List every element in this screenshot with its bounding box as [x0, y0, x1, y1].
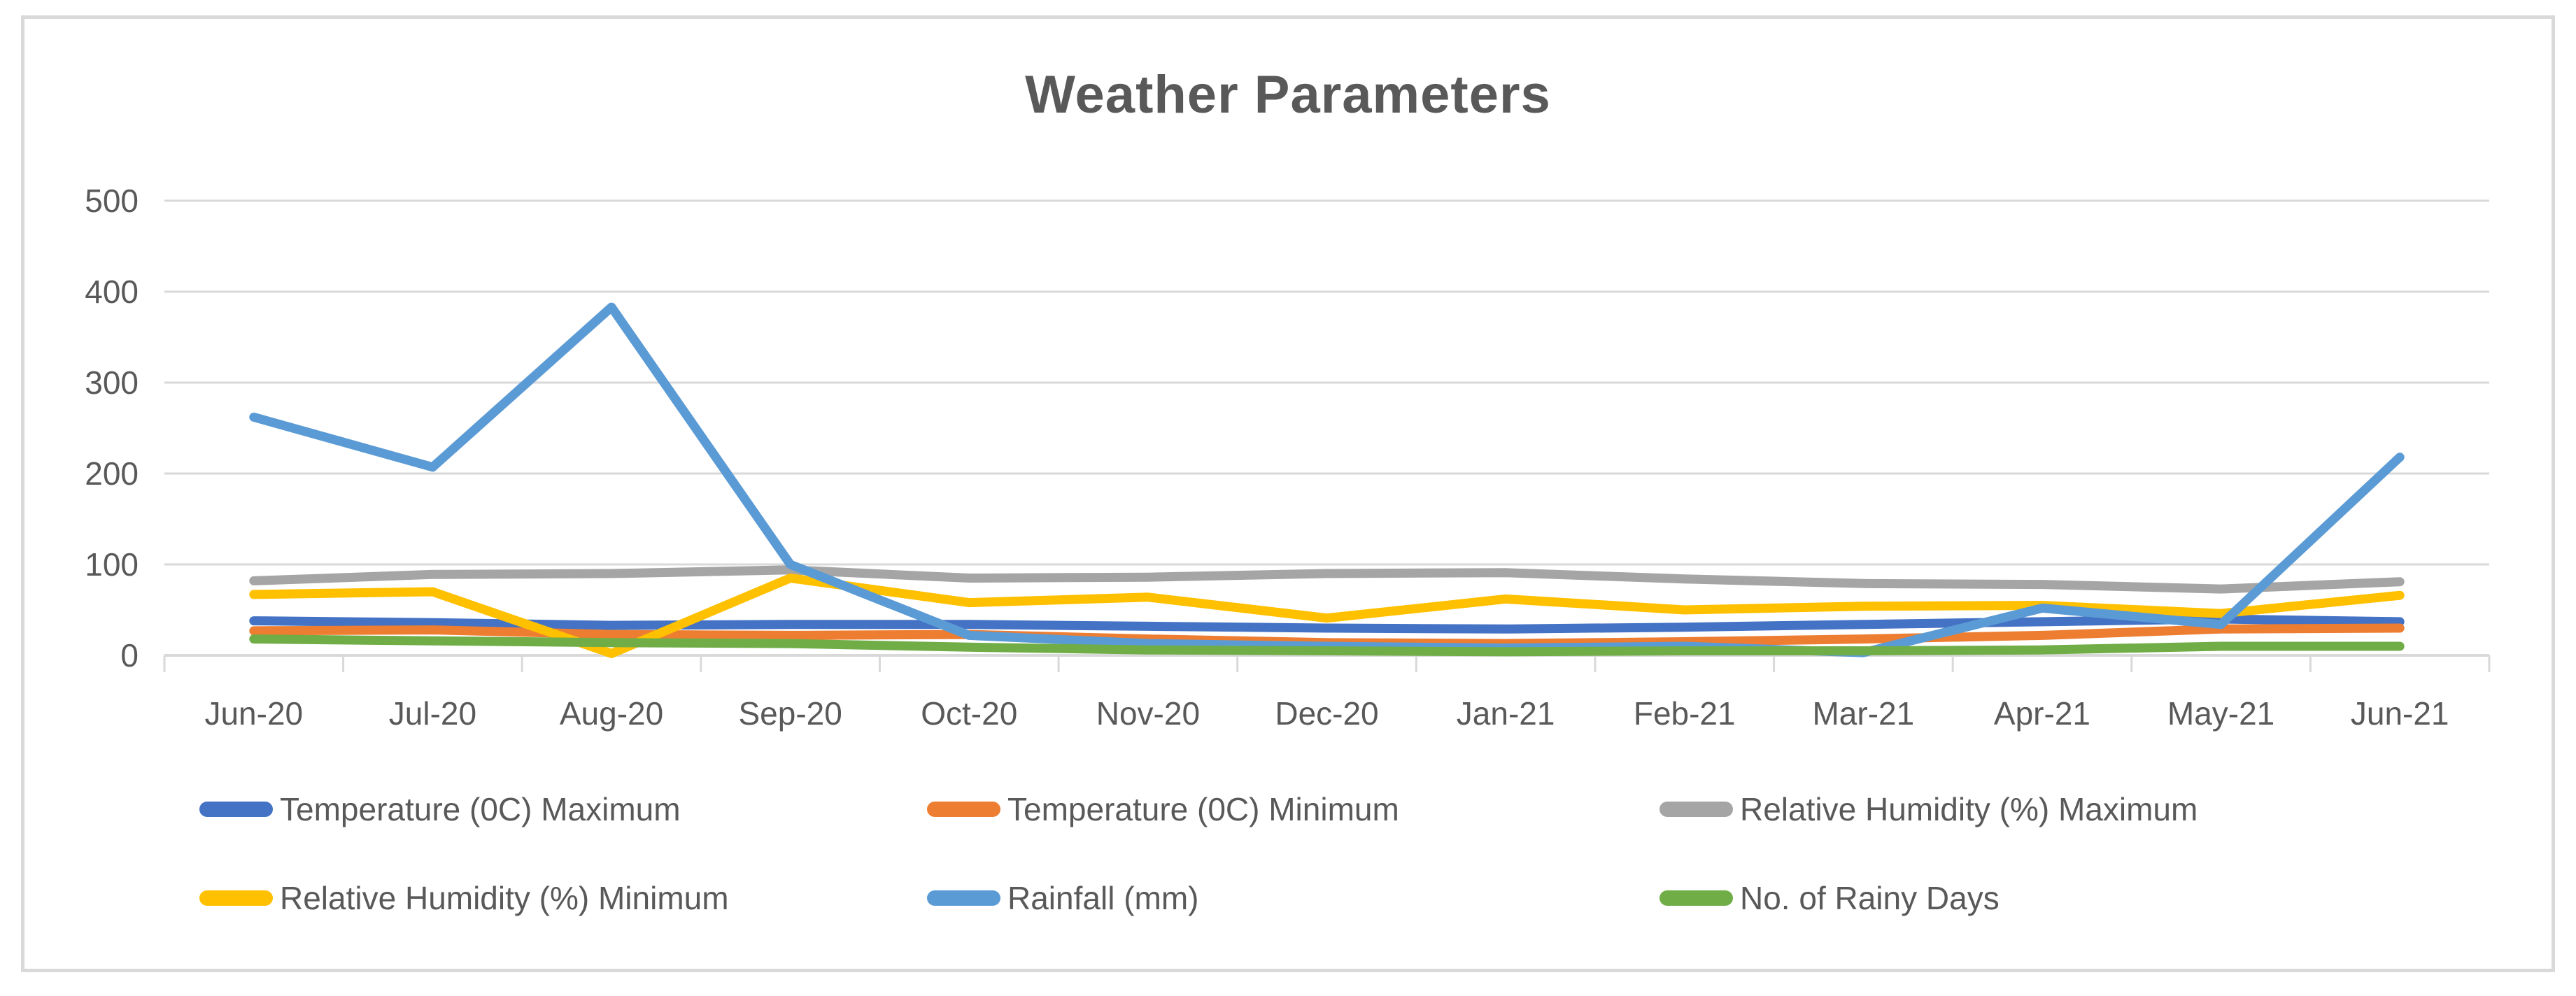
legend-swatch-temp-min: [927, 802, 1000, 817]
legend-label-temp-max: Temperature (0C) Maximum: [280, 791, 681, 827]
legend-item-rainfall[interactable]: Rainfall (mm): [927, 876, 1198, 920]
x-axis-label-Sep-20: Sep-20: [738, 695, 842, 732]
x-axis-label-Dec-20: Dec-20: [1275, 695, 1378, 732]
legend-item-rh-min[interactable]: Relative Humidity (%) Minimum: [199, 876, 729, 920]
x-axis-label-Apr-21: Apr-21: [1994, 695, 2090, 732]
x-axis-label-May-21: May-21: [2167, 695, 2274, 732]
legend-label-rh-max: Relative Humidity (%) Maximum: [1740, 791, 2198, 827]
x-axis-label-Jul-20: Jul-20: [389, 695, 476, 732]
legend-label-rh-min: Relative Humidity (%) Minimum: [280, 880, 729, 916]
series-line-rainfall[interactable]: [249, 302, 2405, 657]
legend-label-temp-min: Temperature (0C) Minimum: [1007, 791, 1399, 827]
series-line-rainy-days[interactable]: [249, 634, 2405, 657]
y-axis-label-0: 0: [120, 637, 139, 674]
y-axis-label-400: 400: [85, 273, 139, 310]
y-axis-label-300: 300: [85, 364, 139, 401]
legend-swatch-rh-max: [1659, 802, 1733, 817]
x-axis-label-Aug-20: Aug-20: [560, 695, 663, 732]
x-axis-label-Oct-20: Oct-20: [921, 695, 1017, 732]
legend-label-rainy-days: No. of Rainy Days: [1740, 880, 2000, 916]
x-axis-label-Feb-21: Feb-21: [1634, 695, 1736, 732]
legend-item-rh-max[interactable]: Relative Humidity (%) Maximum: [1659, 787, 2198, 832]
x-axis-label-Jan-21: Jan-21: [1457, 695, 1555, 732]
x-axis-label-Mar-21: Mar-21: [1812, 695, 1914, 732]
series-line-rh-max[interactable]: [249, 565, 2405, 594]
series-line-temp-max[interactable]: [249, 614, 2405, 634]
x-axis-label-Nov-20: Nov-20: [1096, 695, 1200, 732]
legend-swatch-rainy-days: [1659, 890, 1733, 906]
y-axis-label-200: 200: [85, 455, 139, 492]
legend-swatch-rainfall: [927, 890, 1000, 906]
y-axis-label-500: 500: [85, 183, 139, 219]
legend-item-temp-max[interactable]: Temperature (0C) Maximum: [199, 787, 681, 832]
x-axis-label-Jun-21: Jun-21: [2351, 695, 2449, 732]
legend-item-temp-min[interactable]: Temperature (0C) Minimum: [927, 787, 1399, 832]
chart-title[interactable]: Weather Parameters: [1025, 65, 1551, 124]
x-axis-label-Jun-20: Jun-20: [204, 695, 303, 732]
legend-item-rainy-days[interactable]: No. of Rainy Days: [1659, 876, 2000, 920]
legend-swatch-rh-min: [199, 890, 273, 906]
y-axis-label-100: 100: [85, 546, 139, 583]
legend-swatch-temp-max: [199, 802, 273, 817]
legend-label-rainfall: Rainfall (mm): [1007, 880, 1199, 916]
chart-frame: [21, 15, 2555, 972]
